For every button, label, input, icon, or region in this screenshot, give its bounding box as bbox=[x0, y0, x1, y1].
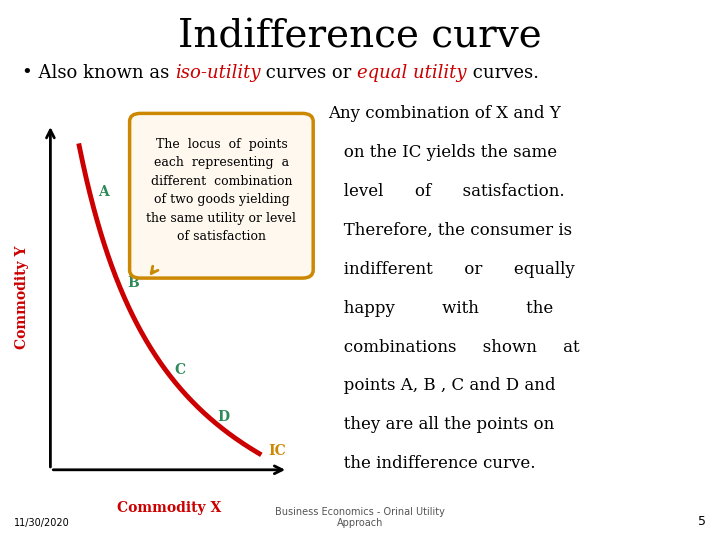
Text: D: D bbox=[217, 410, 230, 424]
FancyBboxPatch shape bbox=[130, 113, 313, 278]
Text: B: B bbox=[127, 276, 139, 291]
Text: A: A bbox=[98, 185, 109, 199]
Text: The  locus  of  points
each  representing  a
different  combination
of two goods: The locus of points each representing a … bbox=[146, 138, 297, 243]
Text: Business Economics - Orinal Utility
Approach: Business Economics - Orinal Utility Appr… bbox=[275, 507, 445, 528]
Text: level      of      satisfaction.: level of satisfaction. bbox=[328, 183, 564, 200]
Text: 11/30/2020: 11/30/2020 bbox=[14, 518, 70, 528]
Text: equal utility: equal utility bbox=[357, 64, 467, 82]
Text: Any combination of X and Y: Any combination of X and Y bbox=[328, 105, 560, 122]
Text: happy         with         the: happy with the bbox=[328, 300, 553, 316]
Text: Commodity X: Commodity X bbox=[117, 501, 221, 515]
Text: points A, B , C and D and: points A, B , C and D and bbox=[328, 377, 555, 394]
Text: 5: 5 bbox=[698, 515, 706, 528]
Text: the indifference curve.: the indifference curve. bbox=[328, 455, 535, 472]
Text: indifferent      or      equally: indifferent or equally bbox=[328, 261, 575, 278]
Text: Commodity Y: Commodity Y bbox=[14, 245, 29, 349]
Text: curves or: curves or bbox=[260, 64, 357, 82]
Text: • Also known as: • Also known as bbox=[22, 64, 174, 82]
Text: combinations     shown     at: combinations shown at bbox=[328, 339, 579, 355]
Text: curves.: curves. bbox=[467, 64, 539, 82]
Text: on the IC yields the same: on the IC yields the same bbox=[328, 144, 557, 161]
Text: they are all the points on: they are all the points on bbox=[328, 416, 554, 433]
Text: Therefore, the consumer is: Therefore, the consumer is bbox=[328, 222, 572, 239]
Text: Indifference curve: Indifference curve bbox=[178, 19, 542, 56]
Text: C: C bbox=[174, 363, 185, 376]
Text: IC: IC bbox=[268, 444, 286, 458]
Text: iso-utility: iso-utility bbox=[174, 64, 260, 82]
